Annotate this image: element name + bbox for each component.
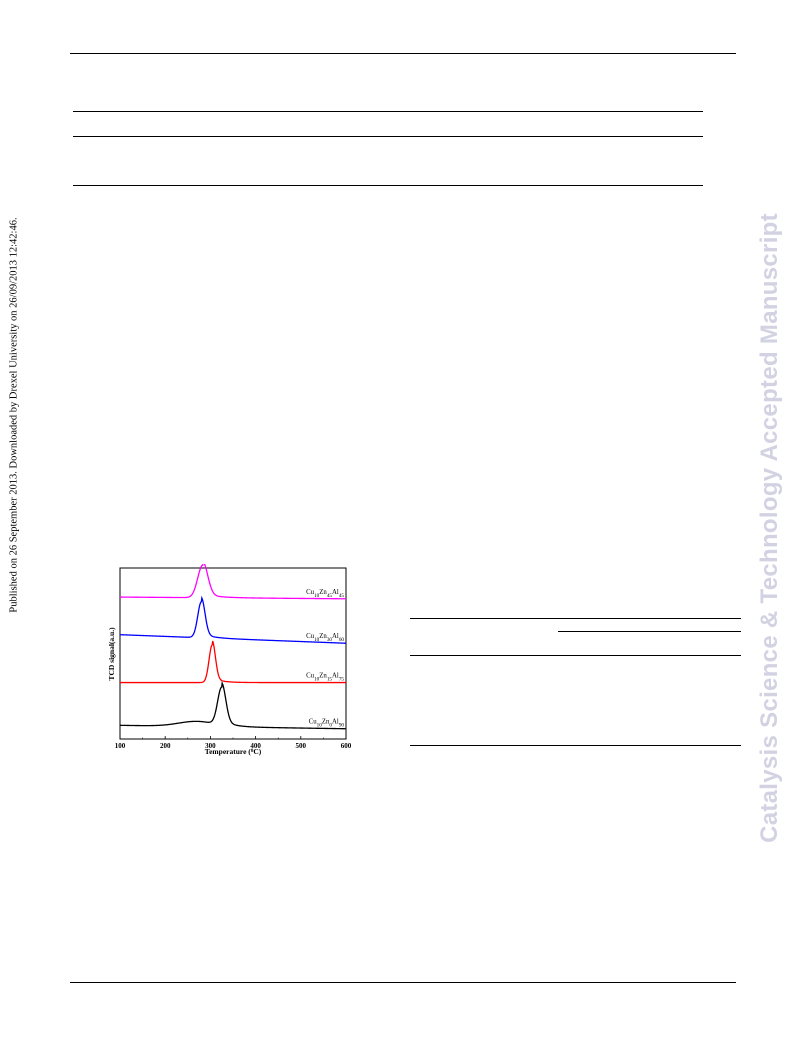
published-note-text: Published on 26 September 2013. Download… [8,217,20,613]
x-tick-label: 500 [296,742,307,750]
table2-header-rule [410,655,741,656]
x-tick-label: 600 [341,742,352,750]
series-label-part: Zn [319,633,327,640]
page-footer-rule [70,982,736,983]
x-axis-ticks: 100 200 300 400 500 600 [115,736,352,750]
series-label-part: Al [332,719,339,726]
x-tick-label: 300 [205,742,216,750]
tpr-chart: Cu10Zn45Al45Cu10Zn30Al60Cu10Zn15Al75Cu10… [107,564,352,756]
series-label: Cu10Zn30Al60 [306,633,344,643]
series-line [119,680,347,730]
series-label: Cu10Zn15Al75 [306,673,344,683]
series-label-part: Zn [319,673,327,680]
series-curves [119,564,347,730]
table2-bottom-rule [410,745,741,746]
series-label-subscript: 10 [314,593,320,599]
series-label-subscript: 10 [314,637,320,643]
series-label-subscript: 30 [327,637,333,643]
series-label-part: Zn [319,589,327,596]
x-tick-label: 100 [115,742,126,750]
series-label: Cu10Zn0Al90 [309,719,345,729]
series-label: Cu10Zn45Al45 [306,589,344,599]
x-axis-label-part: Temperature ( [205,747,252,756]
y-axis-label: TCD signal(a.u.) [107,627,116,681]
x-axis-label: Temperature (0C) [205,747,262,756]
series-label-subscript: 45 [327,593,333,599]
table-bottom-rule [73,185,703,186]
series-line [120,564,346,600]
series-label-part: Al [332,673,339,680]
table-header-rule [73,136,703,137]
series-label-subscript: 15 [327,677,333,683]
series-label-part: Zn [322,719,330,726]
series-label-subscript: 0 [329,723,332,729]
table-top-rule [73,111,703,112]
series-labels: Cu10Zn45Al45Cu10Zn30Al60Cu10Zn15Al75Cu10… [306,589,344,729]
table2-subheader-rule [558,631,741,632]
series-label-subscript: 10 [317,723,323,729]
series-label-subscript: 90 [339,723,345,729]
x-tick-label: 200 [160,742,171,750]
series-line [119,595,347,644]
x-tick-label: 400 [250,742,261,750]
journal-watermark-text: Catalysis Science & Technology Accepted … [756,213,783,843]
series-label-part: Cu [306,589,315,596]
x-axis-label-superscript: 0 [251,749,254,754]
page-header-rule [70,53,736,54]
series-label-part: Cu [306,673,315,680]
series-label-part: Al [332,589,339,596]
series-label-subscript: 10 [314,677,320,683]
table2-top-rule [410,618,741,619]
series-label-subscript: 45 [339,593,345,599]
series-label-part: Cu [306,633,315,640]
x-axis-label-part: C) [253,747,261,756]
series-label-part: Cu [309,719,318,726]
series-label-subscript: 60 [339,637,345,643]
series-line [120,640,346,684]
series-label-subscript: 75 [339,677,345,683]
series-label-part: Al [332,633,339,640]
